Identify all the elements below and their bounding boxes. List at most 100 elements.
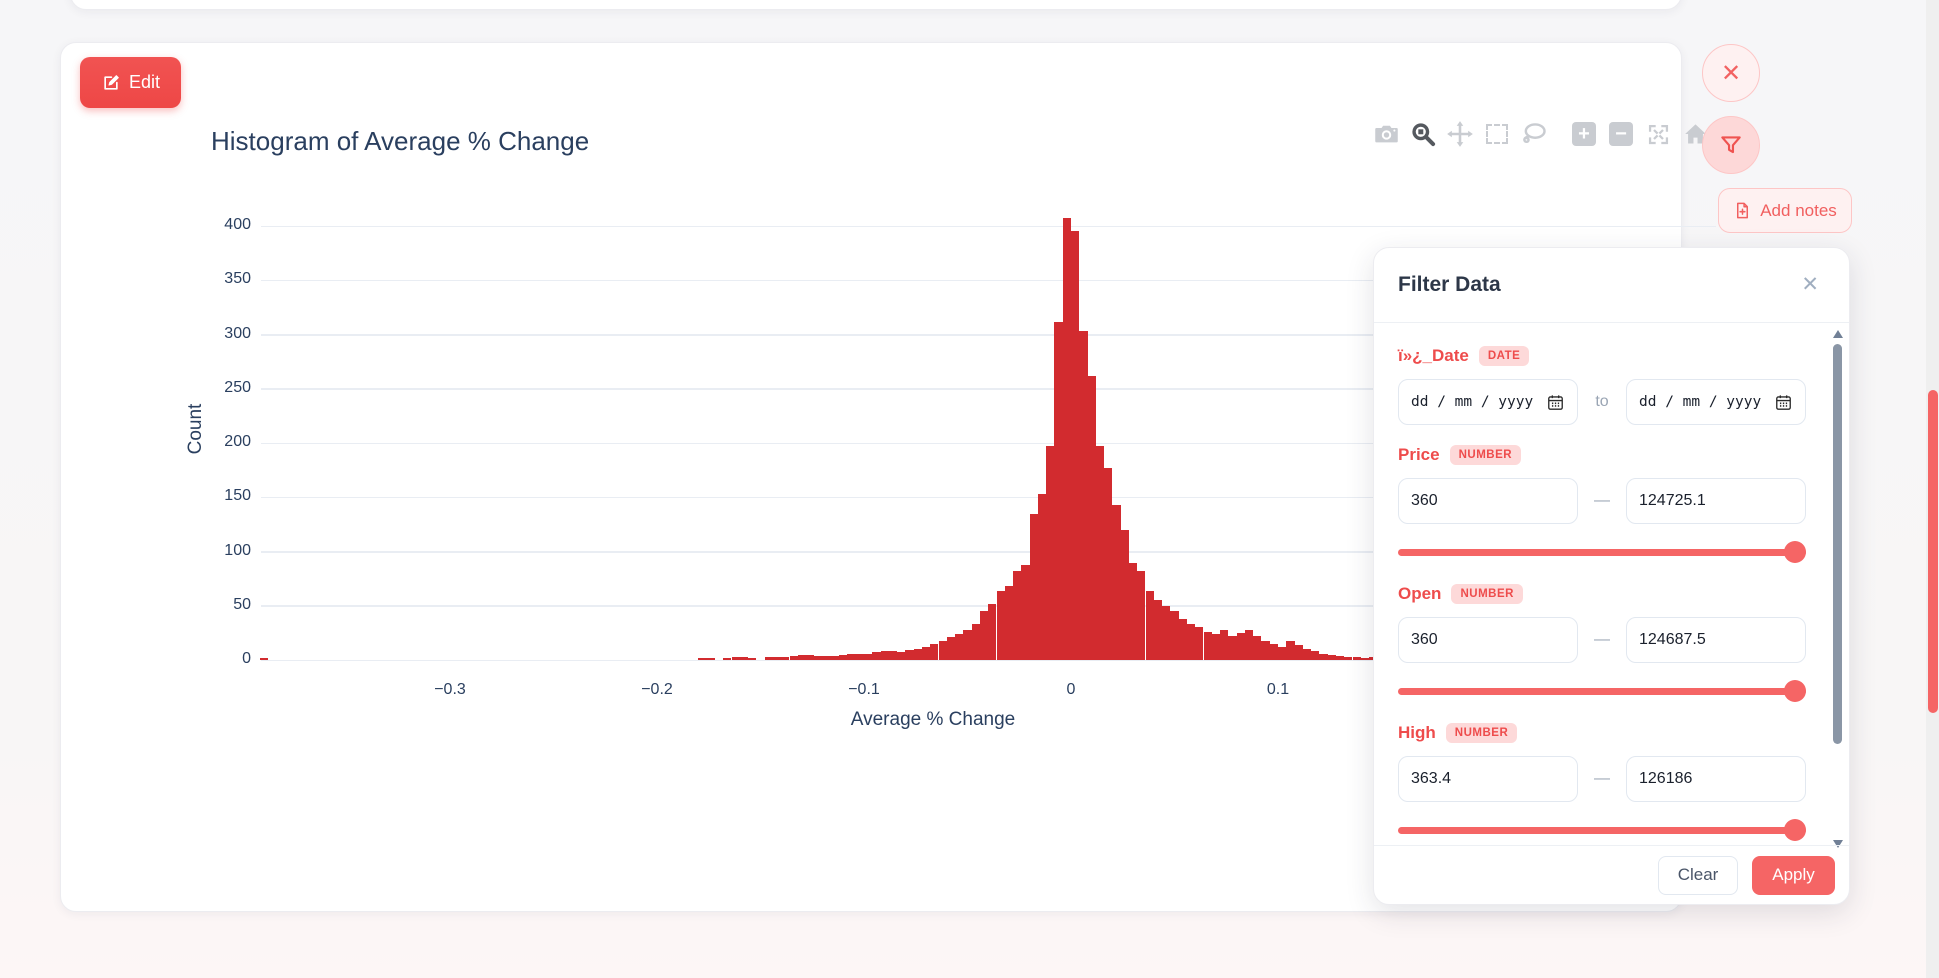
- filter-field-price: Price NUMBER 360 — 124725.1: [1398, 445, 1826, 564]
- apply-button[interactable]: Apply: [1752, 855, 1835, 895]
- histogram-bar: [930, 643, 939, 660]
- edit-button[interactable]: Edit: [80, 57, 181, 108]
- range-slider[interactable]: [1398, 679, 1806, 703]
- histogram-bar: [888, 651, 898, 660]
- max-number-input[interactable]: 124725.1: [1626, 478, 1806, 524]
- slider-thumb[interactable]: [1784, 541, 1806, 563]
- histogram-bar: [830, 655, 840, 660]
- number-input-value: 126186: [1639, 770, 1693, 787]
- slider-track[interactable]: [1398, 549, 1806, 556]
- number-input-value: 360: [1411, 631, 1438, 648]
- field-label: High: [1398, 723, 1436, 742]
- pan-icon[interactable]: [1445, 119, 1475, 149]
- histogram-bar: [1352, 656, 1361, 660]
- histogram-bar: [1228, 636, 1237, 660]
- histogram-bar: [1162, 605, 1171, 661]
- histogram-bar: [988, 603, 997, 660]
- histogram-bar: [996, 590, 1005, 660]
- add-notes-label: Add notes: [1760, 200, 1837, 220]
- close-icon: ✕: [1720, 59, 1742, 87]
- scroll-down-arrow-icon[interactable]: [1833, 840, 1843, 848]
- filter-fields-container: ï»¿_Date DATE dd / mm / yyyy to dd / mm / yy…: [1374, 324, 1826, 846]
- pencil-square-icon: [101, 73, 121, 93]
- x-axis-tick-label: −0.1: [848, 681, 880, 698]
- close-icon[interactable]: ✕: [1801, 273, 1819, 296]
- y-axis-tick-label: 400: [224, 216, 251, 233]
- field-type-badge: NUMBER: [1449, 445, 1522, 465]
- calendar-icon[interactable]: [1774, 393, 1793, 412]
- slider-track[interactable]: [1398, 688, 1806, 695]
- histogram-bar: [1186, 624, 1196, 660]
- box-select-icon[interactable]: [1482, 119, 1512, 149]
- close-chart-button[interactable]: ✕: [1702, 44, 1760, 102]
- histogram-bar: [806, 654, 815, 660]
- y-axis-tick-label: 300: [224, 324, 251, 342]
- histogram-bar: [1269, 643, 1278, 660]
- filter-button[interactable]: [1702, 116, 1760, 174]
- histogram-bar: [1037, 494, 1047, 660]
- lasso-select-icon[interactable]: [1519, 119, 1549, 149]
- scroll-up-arrow-icon[interactable]: [1833, 330, 1843, 338]
- histogram-bar: [1071, 231, 1080, 660]
- plot-area[interactable]: 0 50 100 150 200 250 300 350 400 −0.3 −0.2 −0.1 0 0.1…: [185, 193, 1716, 730]
- slider-thumb[interactable]: [1784, 680, 1806, 702]
- clear-button[interactable]: Clear: [1658, 855, 1738, 895]
- x-axis-tick-label: 0.1: [1266, 681, 1290, 698]
- y-axis-tick-label: 200: [224, 433, 251, 450]
- histogram-bar: [1327, 654, 1336, 660]
- y-axis-tick-label: 350: [224, 270, 251, 288]
- min-number-input[interactable]: 363.4: [1398, 756, 1578, 802]
- histogram-bar: [1087, 375, 1096, 660]
- range-slider[interactable]: [1398, 818, 1806, 842]
- slider-track[interactable]: [1398, 827, 1806, 834]
- camera-icon[interactable]: [1371, 119, 1401, 149]
- histogram-bar: [1137, 571, 1146, 660]
- histogram-bar: [880, 651, 889, 660]
- page-scrollbar-thumb[interactable]: [1927, 390, 1938, 713]
- histogram-bar: [1244, 629, 1254, 660]
- autoscale-icon[interactable]: [1643, 119, 1673, 149]
- histogram-bar: [847, 653, 856, 660]
- histogram-bar: [789, 655, 798, 660]
- slider-thumb[interactable]: [1784, 819, 1806, 841]
- histogram-bar: [698, 657, 707, 660]
- histogram-bar: [1170, 611, 1179, 660]
- min-number-input[interactable]: 360: [1398, 617, 1578, 663]
- page-scrollbar[interactable]: [1926, 0, 1939, 978]
- histogram-bar: [1261, 640, 1270, 660]
- add-notes-button[interactable]: Add notes: [1718, 188, 1852, 233]
- histogram-bar: [814, 655, 823, 660]
- gridline: [261, 442, 1716, 444]
- histogram-bar: [1302, 649, 1312, 660]
- histogram-bar: [1013, 571, 1022, 660]
- field-type-badge: DATE: [1478, 346, 1530, 366]
- histogram-bar: [1195, 627, 1204, 660]
- max-number-input[interactable]: 126186: [1626, 756, 1806, 802]
- histogram-bar: [772, 656, 782, 660]
- field-label: Open: [1398, 584, 1442, 603]
- zoom-in-icon[interactable]: +: [1569, 119, 1599, 149]
- x-axis-title: Average % Change: [850, 709, 1016, 730]
- min-date-input[interactable]: dd / mm / yyyy: [1398, 379, 1578, 425]
- histogram-bar: [1344, 656, 1353, 660]
- panel-scrollbar-thumb[interactable]: [1833, 344, 1842, 744]
- max-number-input[interactable]: 124687.5: [1626, 617, 1806, 663]
- calendar-icon[interactable]: [1546, 393, 1565, 412]
- filter-panel-footer: Clear Apply: [1374, 845, 1849, 904]
- zoom-icon[interactable]: [1408, 119, 1438, 149]
- panel-scrollbar[interactable]: [1832, 330, 1844, 848]
- edit-button-label: Edit: [128, 72, 161, 92]
- range-slider[interactable]: [1398, 540, 1806, 564]
- max-date-input[interactable]: dd / mm / yyyy: [1626, 379, 1806, 425]
- reset-home-icon[interactable]: [1680, 119, 1710, 149]
- histogram-bar: [1029, 513, 1038, 660]
- histogram-bar: [1129, 563, 1138, 660]
- x-axis-tick-label: −0.3: [434, 681, 466, 698]
- zoom-out-icon[interactable]: −: [1606, 119, 1636, 149]
- histogram-bar: [905, 650, 914, 660]
- chart-title: Histogram of Average % Change: [211, 126, 590, 156]
- histogram-bar: [1021, 564, 1030, 660]
- histogram-bar: [1178, 618, 1187, 660]
- min-number-input[interactable]: 360: [1398, 478, 1578, 524]
- histogram-bar: [855, 653, 864, 660]
